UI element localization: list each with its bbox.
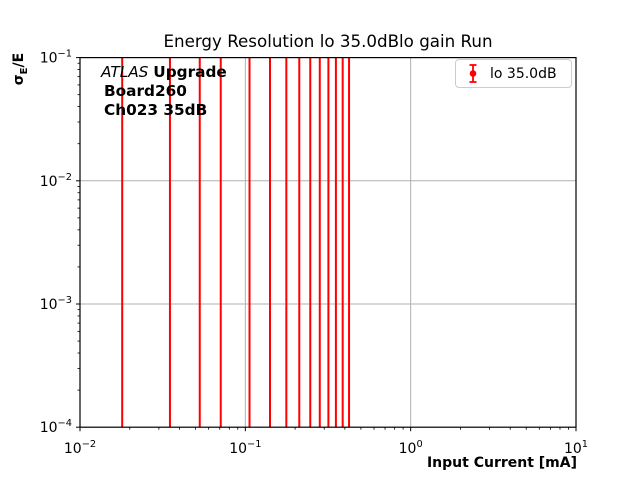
axes-spines [79,56,577,428]
annotation-board: Board260 [104,82,187,100]
y-axis-label-subscript: E [18,67,30,75]
annotation-channel: Ch023 35dB [104,101,208,119]
y-axis-label: σE/E [11,24,30,114]
y-axis-label-base: σ [11,74,27,86]
x-axis-label: Input Current [mA] [426,455,577,471]
y-tick-label: 10−1 [40,49,72,67]
y-axis-label-rest: /E [11,52,27,68]
annotation-line-1: ATLAS Upgrade [101,63,227,82]
x-tick-label: 10−2 [64,439,96,457]
x-tick-label: 100 [399,439,423,457]
y-tick-label: 10−4 [40,418,72,436]
annotation-program: Upgrade [153,63,227,81]
y-tick-label: 10−3 [40,295,72,313]
legend-label: lo 35.0dB [490,65,557,82]
errorbar-marker-icon [469,64,477,83]
y-tick-label: 10−2 [40,172,72,190]
legend: lo 35.0dB [455,59,572,88]
annotation-line-2: Board260 [101,82,227,101]
annotation-line-3: Ch023 35dB [101,101,227,120]
x-tick-label: 10−1 [229,439,261,457]
plot-annotation: ATLAS Upgrade Board260 Ch023 35dB [101,63,227,120]
chart-title: Energy Resolution lo 35.0dBlo gain Run [163,31,493,51]
annotation-experiment: ATLAS [101,63,149,81]
